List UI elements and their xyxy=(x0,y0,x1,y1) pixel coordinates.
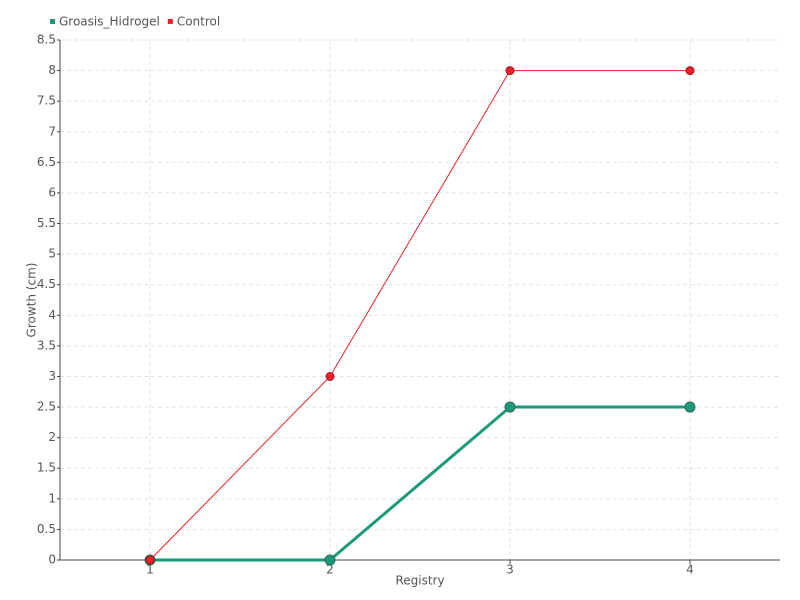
y-axis-title: Growth (cm) xyxy=(25,263,39,338)
y-tick-label: 1 xyxy=(48,491,56,505)
series-line xyxy=(149,70,690,561)
point xyxy=(685,66,695,76)
y-tick-label: 7.5 xyxy=(37,94,56,108)
point xyxy=(505,66,515,76)
y-tick-label: 1.5 xyxy=(37,461,56,475)
x-tick-label: 4 xyxy=(686,563,694,577)
y-tick-label: 4.5 xyxy=(37,277,56,291)
point xyxy=(324,554,336,566)
y-tick-label: 6.5 xyxy=(37,155,56,169)
legend-swatch xyxy=(50,19,55,24)
point xyxy=(145,555,155,565)
y-tick-label: 3 xyxy=(48,369,56,383)
x-tick-label: 1 xyxy=(146,563,154,577)
y-tick-label: 6 xyxy=(48,185,56,199)
y-tick-label: 3.5 xyxy=(37,338,56,352)
y-tick-label: 8.5 xyxy=(37,33,56,47)
point xyxy=(684,401,696,413)
point xyxy=(325,371,335,381)
y-tick-label: 5.5 xyxy=(37,216,56,230)
y-tick-label: 2 xyxy=(48,430,56,444)
y-tick-label: 5 xyxy=(48,247,56,261)
y-tick-label: 8 xyxy=(48,63,56,77)
x-tick-label: 2 xyxy=(326,563,334,577)
point xyxy=(504,401,516,413)
y-tick-label: 4 xyxy=(48,308,56,322)
x-tick-label: 3 xyxy=(506,563,514,577)
y-tick-label: 2.5 xyxy=(37,400,56,414)
legend-label: Control xyxy=(177,15,220,29)
x-axis-title: Registry xyxy=(395,574,444,588)
y-tick-label: 0.5 xyxy=(37,522,56,536)
y-tick-label: 0 xyxy=(48,553,56,567)
legend-label: Groasis_Hidrogel xyxy=(59,15,160,29)
legend-swatch xyxy=(167,19,173,24)
y-tick-label: 7 xyxy=(48,124,56,138)
series-line xyxy=(150,405,690,562)
